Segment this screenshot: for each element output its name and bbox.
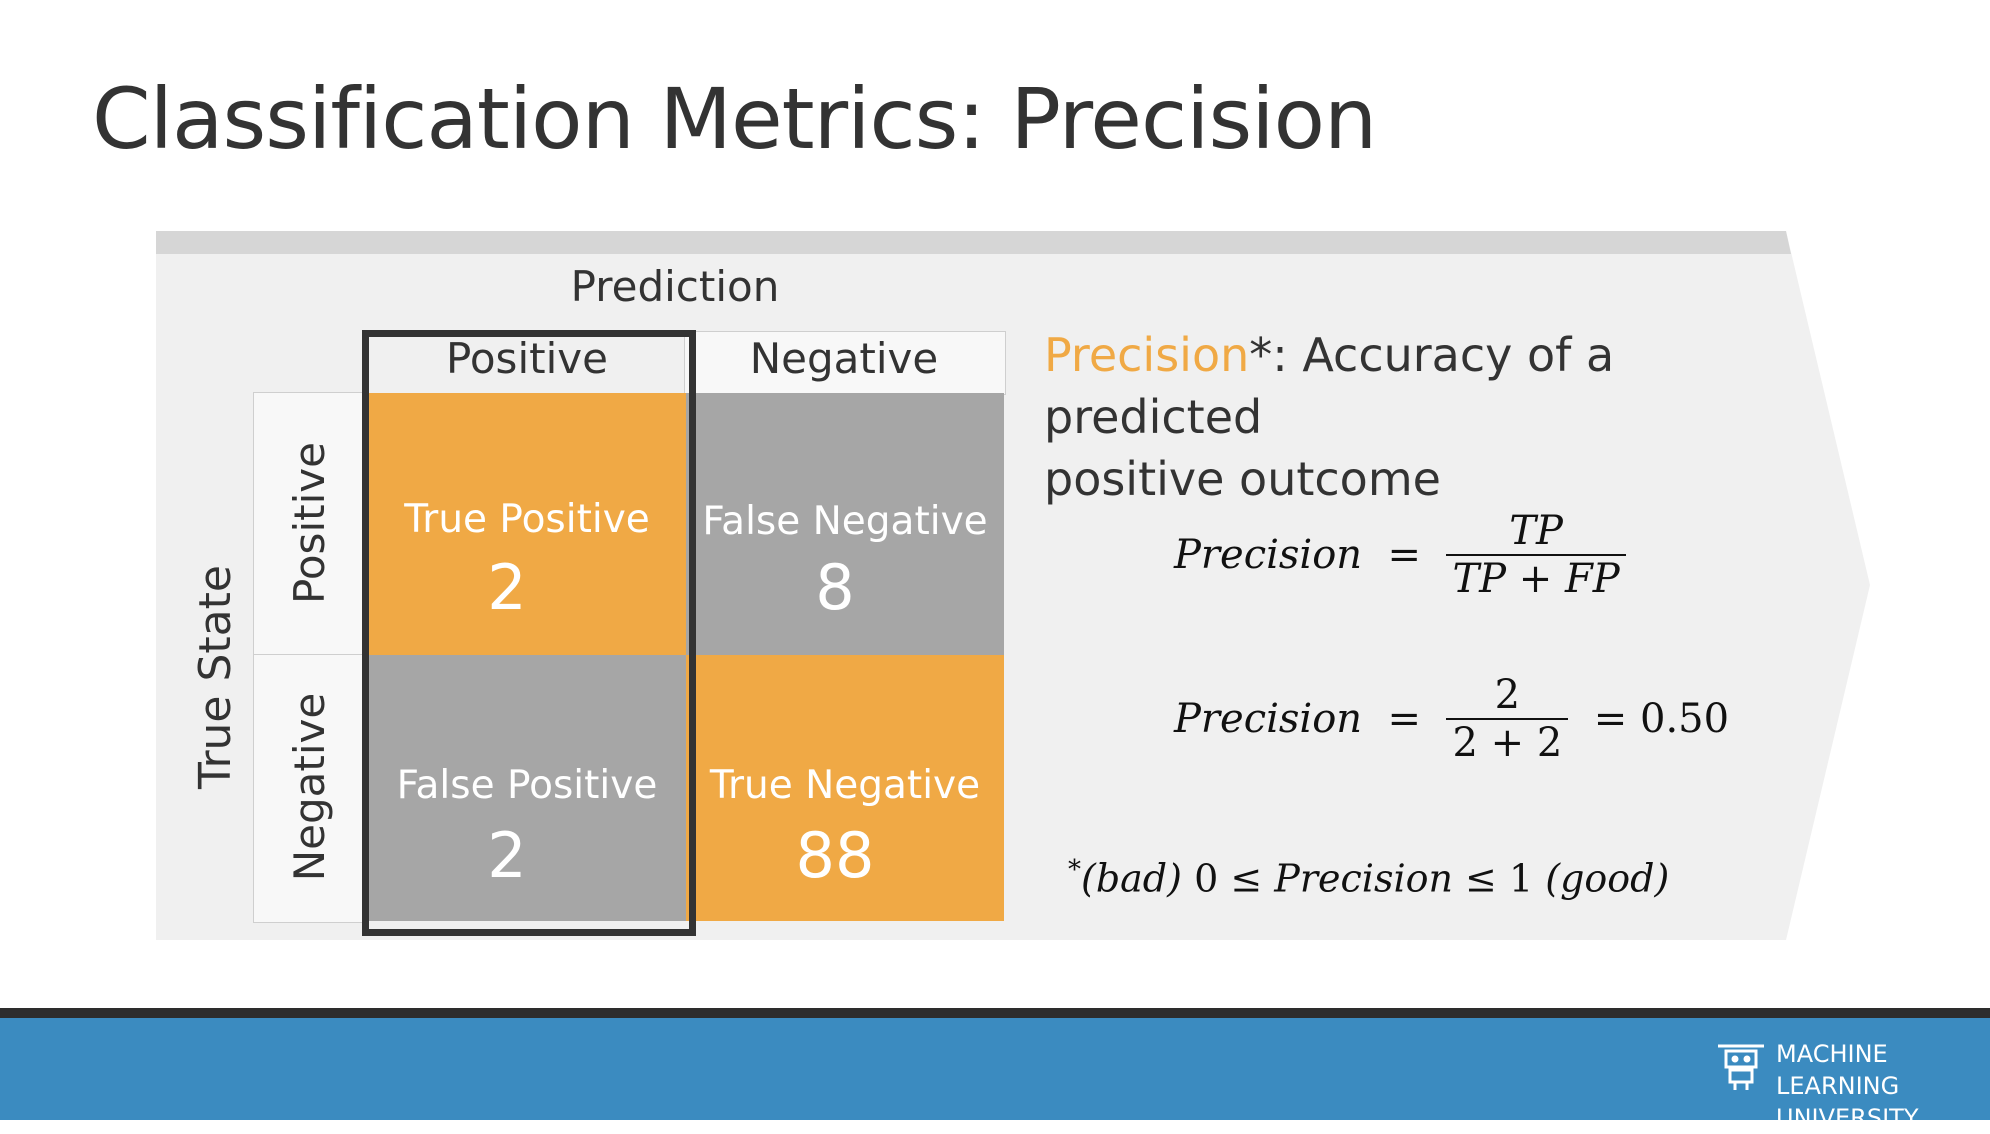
cell-value: 88 [795, 819, 875, 892]
footer-bar [0, 1008, 1990, 1120]
precision-range-note: *(bad) 0 ≤ Precision ≤ 1 (good) [1068, 855, 1669, 901]
numerator: TP [1509, 508, 1563, 554]
cell-false-negative: False Negative 8 [686, 393, 1004, 655]
footnote-star: * [1068, 855, 1081, 885]
leq-2: ≤ [1465, 856, 1497, 901]
predicted-positive-highlight [362, 330, 696, 936]
formula-lhs: Precision [1174, 532, 1363, 578]
mlu-line1: MACHINE LEARNING [1776, 1040, 1900, 1100]
cell-label: False Negative [702, 499, 988, 544]
cell-label: True Positive [404, 497, 650, 542]
range-low: 0 [1194, 856, 1219, 901]
denominator-op: + [1490, 720, 1525, 766]
footer-top-stripe [0, 1008, 1990, 1018]
range-high: 1 [1508, 856, 1534, 901]
equals-sign: = [1374, 696, 1434, 742]
denominator-b: FP [1565, 556, 1620, 602]
prediction-label: Prediction [570, 262, 780, 311]
denominator-op: + [1518, 556, 1553, 602]
cell-value: 2 [487, 551, 527, 624]
row-header-positive: Positive [285, 442, 334, 604]
col-header-positive: Positive [446, 334, 608, 383]
equals-sign: = [1374, 532, 1434, 578]
mlu-line2: UNIVERSITY [1776, 1104, 1919, 1132]
mlu-logo-icon [1718, 1044, 1764, 1090]
numerator: 2 [1494, 672, 1521, 718]
bad-label: (bad) [1081, 856, 1182, 901]
fraction: 2 2 + 2 [1446, 672, 1569, 766]
denominator-a: 2 [1452, 720, 1478, 766]
denominator: TP + FP [1446, 554, 1626, 602]
formula-result: 0.50 [1640, 696, 1730, 742]
precision-term: Precision [1044, 328, 1250, 382]
slide-title: Classification Metrics: Precision [92, 70, 1377, 168]
formula-lhs: Precision [1174, 696, 1363, 742]
formula-example: Precision = 2 2 + 2 = 0.50 [1174, 672, 1729, 766]
denominator: 2 + 2 [1446, 718, 1569, 766]
formula-general: Precision = TP TP + FP [1174, 508, 1626, 602]
equals-sign-2: = [1581, 696, 1640, 742]
definition-line2: positive outcome [1044, 452, 1441, 506]
denominator-b: 2 [1536, 720, 1563, 766]
cell-label: False Positive [396, 763, 658, 808]
definition-rest: *: Accuracy of a predicted [1044, 328, 1615, 444]
precision-definition: Precision*: Accuracy of a predicted posi… [1044, 324, 1804, 510]
fraction: TP TP + FP [1446, 508, 1626, 602]
leq-1: ≤ [1230, 856, 1263, 901]
cell-true-positive: True Positive 2 [368, 393, 686, 655]
row-header-box-negative [253, 654, 364, 923]
cell-true-negative: True Negative 88 [686, 655, 1004, 921]
row-header-box-positive [253, 392, 364, 656]
col-header-negative-label: Negative [749, 334, 939, 383]
range-term: Precision [1274, 856, 1453, 901]
cell-value: 8 [815, 551, 855, 624]
cell-value: 2 [487, 819, 527, 892]
cell-label: True Negative [709, 763, 981, 808]
row-header-negative: Negative [285, 692, 334, 882]
true-state-label: True State [190, 565, 241, 789]
denominator-a: TP [1452, 556, 1507, 602]
good-label: (good) [1545, 856, 1670, 901]
cell-false-positive: False Positive 2 [368, 655, 686, 921]
